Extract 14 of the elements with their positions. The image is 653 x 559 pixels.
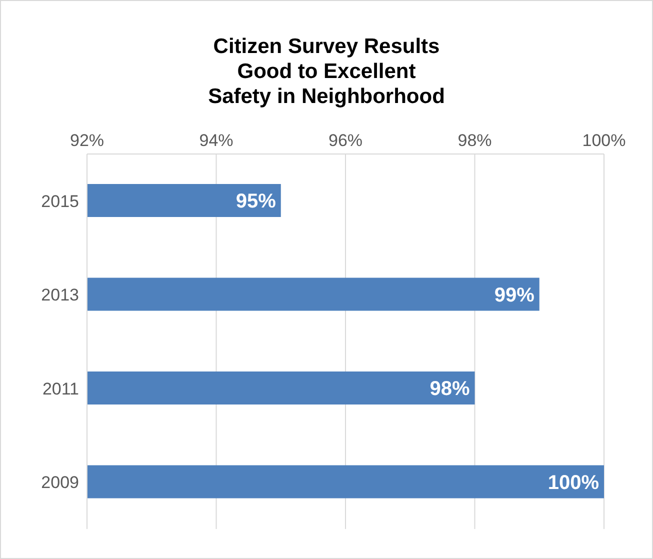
x-tick-label: 92% [70,131,104,150]
data-label: 100% [548,472,600,494]
y-tick-label: 2011 [42,379,79,398]
x-tick-label: 100% [582,131,626,150]
y-tick-label: 2013 [41,286,79,305]
data-label: 99% [494,284,535,306]
y-tick-label: 2015 [41,192,79,211]
x-tick-label: 94% [199,131,234,150]
x-tick-label: 96% [328,131,363,150]
data-label: 95% [236,190,276,213]
y-tick-label: 2009 [41,473,79,492]
x-tick-label: 98% [458,131,492,150]
chart-title: Citizen Survey Results Good to Excellent Safety in Neighborhood [207,34,446,109]
data-label: 98% [430,378,470,400]
